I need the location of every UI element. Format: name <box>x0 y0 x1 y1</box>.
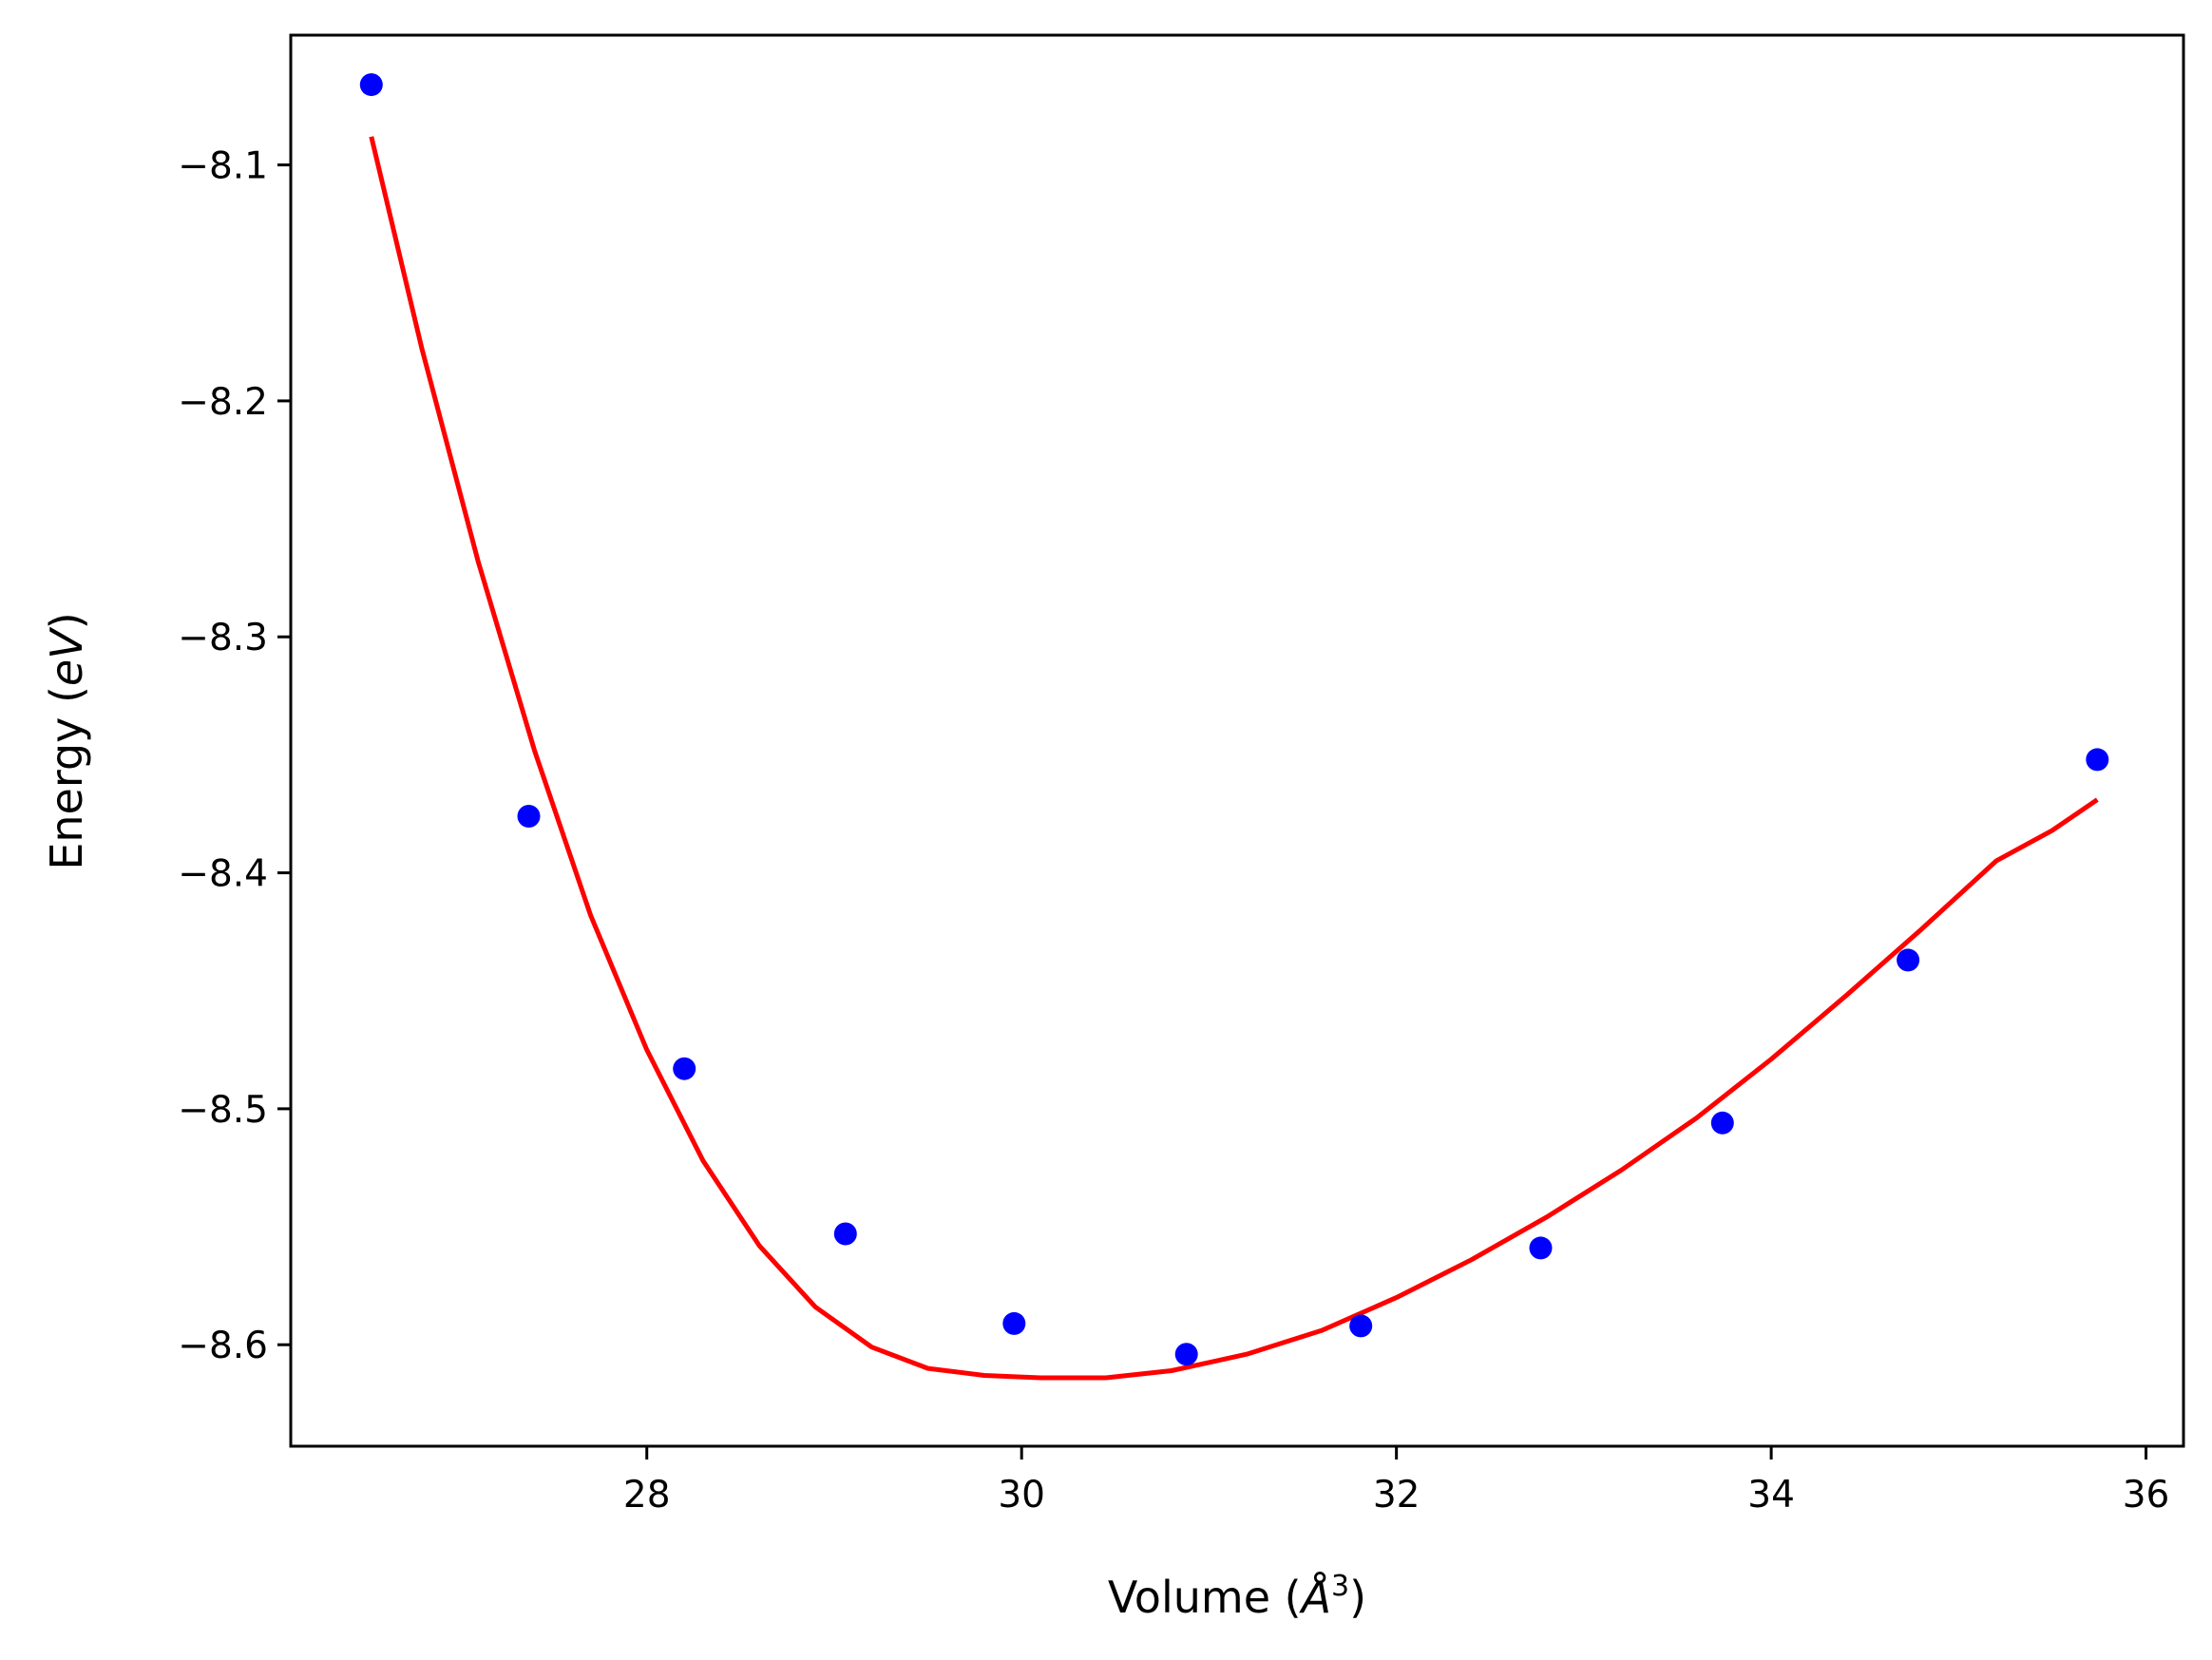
y-axis-ticks: −8.1 −8.2 −8.3 −8.4 −8.5 −8.6 <box>178 145 291 1367</box>
data-point <box>1710 1111 1734 1135</box>
fit-curve-line <box>369 136 2099 1381</box>
plot-frame <box>289 33 2185 1448</box>
x-axis-label: Volume (Å3) <box>1108 1570 1366 1623</box>
y-tick-label: −8.2 <box>178 381 268 424</box>
data-point <box>1349 1314 1373 1338</box>
data-point <box>1529 1236 1553 1260</box>
data-point <box>359 73 383 97</box>
data-point <box>1897 948 1920 972</box>
y-tick-label: −8.1 <box>178 145 268 188</box>
data-point <box>1002 1311 1026 1335</box>
y-tick-label: −8.5 <box>178 1089 268 1132</box>
x-tick-label: 32 <box>1373 1474 1421 1517</box>
y-tick-label: −8.4 <box>178 853 268 896</box>
y-tick-label: −8.6 <box>178 1325 268 1367</box>
x-tick-label: 28 <box>623 1474 671 1517</box>
x-tick-label: 30 <box>998 1474 1045 1517</box>
data-point <box>517 805 541 828</box>
x-axis-ticks: 28 30 32 34 36 <box>623 1446 2169 1517</box>
x-tick-label: 36 <box>2123 1474 2170 1517</box>
plot-content <box>359 73 2109 1381</box>
data-point <box>673 1057 696 1080</box>
y-tick-label: −8.3 <box>178 617 268 659</box>
data-point <box>833 1222 857 1246</box>
x-tick-label: 34 <box>1747 1474 1795 1517</box>
y-axis-label: Energy (eV) <box>41 612 92 869</box>
data-point <box>2086 748 2109 772</box>
data-point <box>1174 1343 1198 1366</box>
